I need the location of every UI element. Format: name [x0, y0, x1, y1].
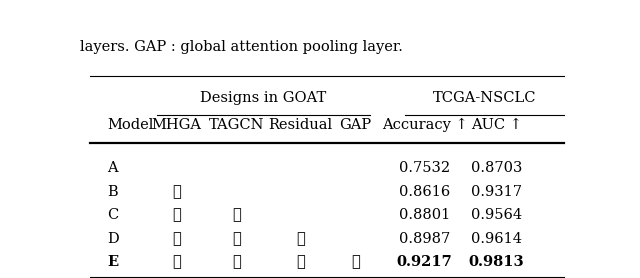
Text: A: A	[108, 161, 118, 175]
Text: MHGA: MHGA	[152, 118, 202, 132]
Text: AUC ↑: AUC ↑	[471, 118, 522, 132]
Text: C: C	[108, 208, 118, 222]
Text: 0.8703: 0.8703	[471, 161, 522, 175]
Text: D: D	[108, 232, 119, 246]
Text: ✓: ✓	[172, 232, 181, 246]
Text: 0.9813: 0.9813	[469, 255, 524, 269]
Text: 0.8801: 0.8801	[399, 208, 451, 222]
Text: Accuracy ↑: Accuracy ↑	[382, 118, 468, 133]
Text: E: E	[108, 255, 118, 269]
Text: ✓: ✓	[232, 255, 241, 269]
Text: ✓: ✓	[232, 208, 241, 222]
Text: ✓: ✓	[296, 232, 305, 246]
Text: 0.9217: 0.9217	[397, 255, 452, 269]
Text: Residual: Residual	[269, 118, 333, 132]
Text: Designs in GOAT: Designs in GOAT	[200, 91, 326, 105]
Text: ✓: ✓	[296, 255, 305, 269]
Text: TCGA-NSCLC: TCGA-NSCLC	[433, 91, 536, 105]
Text: 0.9564: 0.9564	[471, 208, 522, 222]
Text: ✓: ✓	[172, 185, 181, 199]
Text: Model: Model	[108, 118, 154, 132]
Text: ✓: ✓	[172, 255, 181, 269]
Text: GAP: GAP	[339, 118, 371, 132]
Text: TAGCN: TAGCN	[209, 118, 264, 132]
Text: layers. GAP : global attention pooling layer.: layers. GAP : global attention pooling l…	[80, 40, 403, 54]
Text: ✓: ✓	[172, 208, 181, 222]
Text: 0.8616: 0.8616	[399, 185, 451, 199]
Text: 0.9317: 0.9317	[471, 185, 522, 199]
Text: 0.7532: 0.7532	[399, 161, 451, 175]
Text: 0.9614: 0.9614	[471, 232, 522, 246]
Text: ✓: ✓	[232, 232, 241, 246]
Text: ✓: ✓	[351, 255, 360, 269]
Text: B: B	[108, 185, 118, 199]
Text: 0.8987: 0.8987	[399, 232, 451, 246]
